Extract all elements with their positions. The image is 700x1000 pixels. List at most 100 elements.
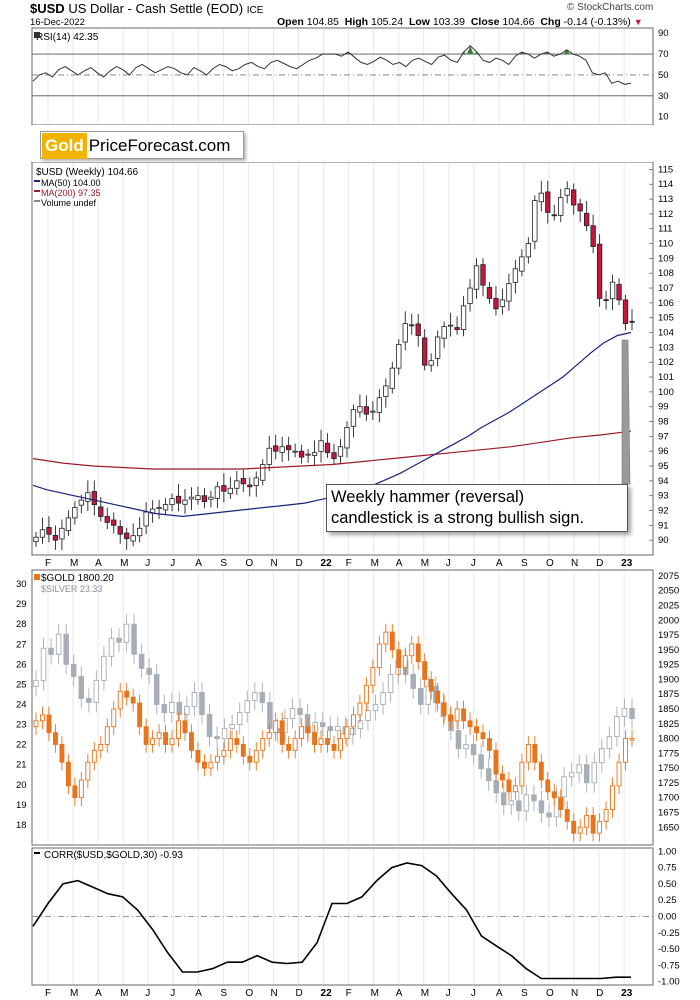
chart-date: 16-Dec-2022 [30,17,85,28]
silver-bar [327,726,333,732]
rsi-legend: RSI(14) 42.35 [36,32,99,43]
gold-candle [201,761,207,769]
gold-candle [59,744,65,763]
gold-tick-label: 1875 [658,689,679,700]
usd-candle [201,495,208,503]
gold-tick-label: 2025 [658,600,679,611]
gold-candle [577,826,583,834]
gold-candle [383,631,389,645]
x-axis-label: D [596,558,603,569]
usd-candle [577,203,583,212]
gold-candle [104,726,110,745]
gold-candle [111,708,117,728]
x-axis-label: J [170,988,175,999]
gold-candle [422,661,428,680]
gold-candle [143,726,149,745]
price-tick-label: 97 [658,431,669,442]
price-tick-label: 101 [658,372,674,383]
x-axis-label: O [245,988,253,999]
usd-candle [311,452,318,456]
close-value: 104.66 [502,16,535,28]
usd-candle [156,507,162,509]
usd-candle [616,284,622,301]
x-axis-label: M [371,558,379,569]
silver-bar [561,776,567,798]
usd-candle [318,440,324,452]
price-legend-swatch [34,190,40,192]
x-axis-label: M [371,988,379,999]
x-axis-label: S [521,988,528,999]
gold-candle [91,749,97,763]
gold-candle [305,726,311,734]
gold-tick-label: 2000 [658,615,679,626]
usd-candle [584,212,590,227]
usd-candle [363,406,370,415]
usd-candle [357,406,363,413]
usd-candle [512,268,519,283]
usd-candle [324,442,331,454]
logo-gold-part: Gold [42,133,87,159]
price-tick-label: 98 [658,417,669,428]
gold-candle [52,732,58,745]
silver-bar [568,772,575,778]
gold-candle [487,738,492,751]
usd-candle [422,337,428,366]
usd-candle [447,324,454,327]
silver-bar [214,736,220,740]
usd-candle [117,526,123,535]
usd-candle [603,299,609,302]
gold-legend-swatch [34,574,40,580]
price-tick-label: 110 [658,239,673,250]
gold-tick-label: 2050 [658,586,679,597]
usd-candle [65,517,72,532]
x-axis-label: 23 [621,558,633,569]
x-axis-label: O [546,558,554,569]
callout-line-2: candlestick is a strong bullish sign. [331,509,585,527]
gold-tick-label: 1850 [658,704,679,715]
usd-candle [104,516,110,523]
x-axis-label: M [421,988,429,999]
gold-candle [137,702,143,728]
silver-bar [387,673,394,693]
x-axis-label: O [546,988,554,999]
usd-candle [273,445,279,452]
price-tick-label: 103 [658,342,674,353]
low-label: Low [408,16,430,28]
silver-legend: $SILVER 23.33 [41,584,102,594]
silver-bar [146,667,152,675]
silver-bar [70,663,77,677]
silver-bar [236,712,243,726]
gold-candle [312,732,318,745]
silver-bar [357,720,364,730]
silver-bar [108,637,115,657]
silver-bar [244,700,250,713]
price-tick-label: 108 [658,268,674,279]
usd-candle [396,344,402,369]
silver-tick-label: 19 [16,800,27,811]
gold-candle [189,732,194,751]
x-axis-label: J [471,558,476,569]
silver-bar [297,708,303,715]
gold-candle [376,643,382,669]
usd-candle [234,480,240,489]
gold-candle [538,761,544,781]
silver-bar [485,768,492,782]
silver-bar [546,812,552,818]
silver-bar [319,722,326,728]
usd-candle [629,320,635,323]
usd-candle [98,506,104,517]
gold-candle [428,678,434,692]
silver-bar [48,647,54,655]
gold-tick-label: 1725 [658,778,679,789]
gold-candle [247,755,253,763]
open-label: Open [277,16,304,28]
gold-candle [214,755,220,763]
x-axis-label: N [571,558,578,569]
annotation-callout: Weekly hammer (reversal) candlestick is … [326,484,628,532]
callout-line-1: Weekly hammer (reversal) [331,488,525,506]
x-axis-label: A [496,558,503,569]
silver-tick-label: 29 [16,599,27,610]
x-axis-label: J [471,988,476,999]
usd-candle [78,499,84,506]
usd-candle [473,265,480,290]
